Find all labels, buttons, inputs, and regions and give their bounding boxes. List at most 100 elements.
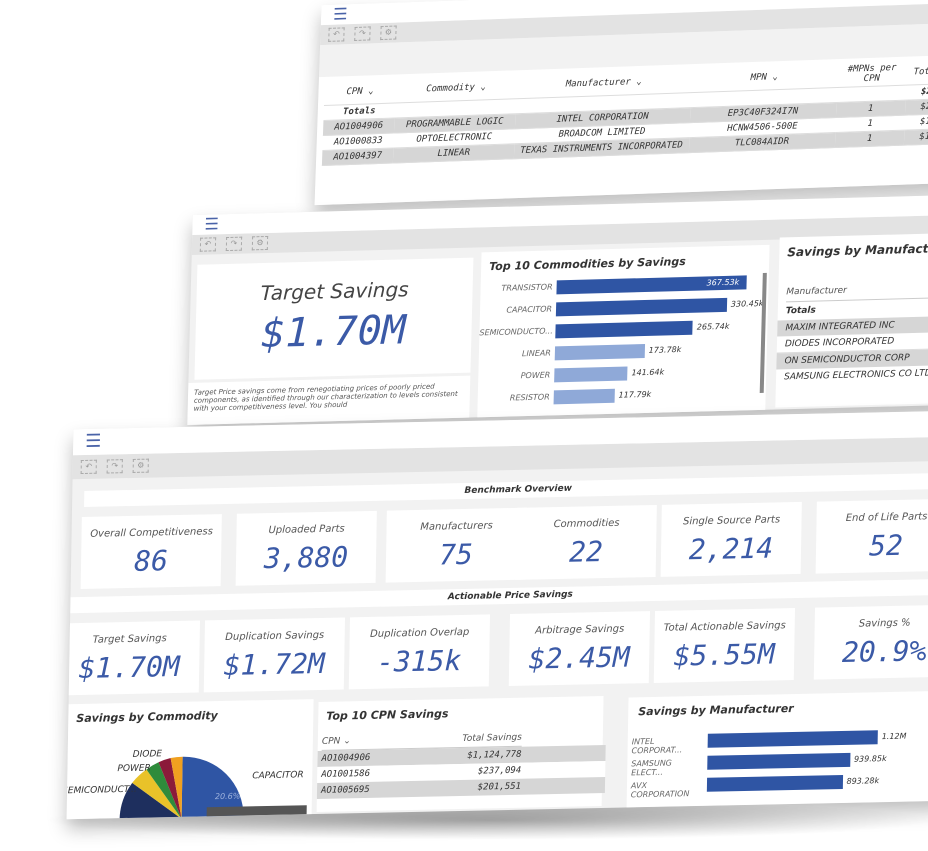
back-icon[interactable]: ↶	[199, 237, 217, 252]
kpi-label: Uploaded Parts	[268, 523, 345, 537]
kpi-value: 86	[133, 544, 169, 578]
forward-icon[interactable]: ↷	[106, 459, 123, 474]
kpi-card: Uploaded Parts 3,880	[235, 510, 377, 586]
chart-title: Top 10 Commodities by Savings	[489, 255, 686, 274]
forward-icon[interactable]: ↷	[354, 26, 371, 41]
bar-value: 367.53k	[706, 277, 740, 288]
savings-by-commodity-chart: Savings by Commodity DIODE POWER SEMICON…	[66, 699, 314, 820]
pie-slice[interactable]	[170, 756, 183, 819]
settings-icon[interactable]: ⚙	[251, 235, 269, 251]
panel-title: Savings by Manufacturer	[787, 240, 928, 260]
totals-label: Totals	[785, 305, 816, 317]
cpn-table-panel: CPN ⌄ Commodity ⌄ Manufacturer ⌄ MPN ⌄ #…	[314, 54, 928, 206]
benchmark-overview-screen: ☰ ↶ ↷ ⚙ Benchmark Overview Overall Compe…	[66, 410, 928, 820]
savings-label: Savings %	[858, 617, 911, 630]
col-total-savings[interactable]: Total Savings	[462, 732, 522, 744]
savings-value: $2.45M	[528, 640, 631, 676]
savings-by-manufacturer-chart: Savings by Manufacturer INTEL CORPORAT..…	[626, 690, 928, 808]
cell-total-savings: $1,124,778	[467, 749, 522, 761]
bar-label: RESISTOR	[509, 392, 550, 403]
commodity-bar[interactable]	[554, 366, 628, 383]
col-cpn[interactable]: CPN ⌄	[321, 736, 351, 747]
savings-value: $5.55M	[673, 637, 776, 673]
savings-value: -315k	[376, 644, 462, 679]
kpi-value: 75	[438, 537, 474, 572]
cell-total: $1,3	[904, 113, 928, 131]
savings-value: $1.72M	[223, 646, 326, 682]
savings-label: Total Actionable Savings	[663, 620, 786, 634]
cell-cpn: AO1005695	[320, 784, 370, 796]
pie-value-label: 20.6%	[215, 792, 241, 802]
commodity-bar[interactable]	[555, 297, 728, 317]
hamburger-icon[interactable]: ☰	[204, 214, 220, 234]
kpi-card: Overall Competitiveness 86	[80, 514, 222, 590]
bar-label: POWER	[520, 370, 551, 381]
savings-label: Arbitrage Savings	[535, 623, 625, 637]
chart-title: Savings by Manufacturer	[638, 702, 794, 719]
kpi-label: End of Life Parts	[845, 511, 928, 524]
pie-slice-capacitor[interactable]	[181, 756, 245, 819]
kpi-card: Manufacturers 75	[385, 507, 527, 583]
target-savings-description: Target Price savings come from renegotia…	[187, 375, 471, 425]
target-savings-label: Target Savings	[260, 277, 409, 306]
pie-label-power: POWER	[117, 763, 151, 774]
savings-card: Total Actionable Savings $5.55M	[653, 608, 796, 683]
savings-card: Duplication Overlap -315k	[348, 614, 491, 690]
bar-label: AVX CORPORATION	[630, 781, 690, 800]
pie-label-diode: DIODE	[133, 749, 163, 760]
col-cpn[interactable]: CPN ⌄	[323, 78, 396, 106]
kpi-value: 2,214	[688, 531, 774, 567]
commodity-bar[interactable]	[553, 388, 615, 405]
kpi-label: Overall Competitiveness	[90, 526, 213, 540]
cell-total: $2,4	[905, 98, 928, 116]
bar-label: TRANSISTOR	[501, 282, 553, 293]
bar-value: 939.85k	[853, 754, 887, 764]
bar-label: LINEAR	[521, 348, 552, 359]
pie-label-capacitor: CAPACITOR	[252, 770, 304, 781]
chart-scrollbar[interactable]	[759, 272, 767, 393]
target-savings-card: Target Savings $1.70M	[194, 257, 474, 380]
bar-value: 893.28k	[846, 776, 880, 786]
kpi-card: Single Source Parts 2,214	[660, 501, 802, 577]
manufacturer-bar[interactable]	[707, 730, 878, 748]
col-total[interactable]: Total S	[906, 58, 928, 86]
pie-slice[interactable]	[146, 762, 183, 819]
cpn-rows: AO1004906 $1,124,778 AO1001586 $237,094 AO10…	[316, 744, 606, 799]
savings-card: Target Savings $1.70M	[66, 620, 201, 696]
settings-icon[interactable]: ⚙	[380, 25, 397, 41]
panel-title: Top 10 CPN Savings	[326, 707, 449, 723]
cell-mpns: 1	[834, 130, 905, 148]
manufacturer-bar[interactable]	[707, 752, 851, 770]
forward-icon[interactable]: ↷	[225, 236, 243, 252]
savings-label: Duplication Overlap	[370, 626, 470, 640]
settings-icon[interactable]: ⚙	[132, 458, 149, 473]
col-mpns[interactable]: #MPNs per CPN	[836, 60, 907, 88]
back-icon[interactable]: ↶	[80, 459, 97, 475]
target-savings-screen: ☰ ↶ ↷ ⚙ Target Savings $1.70M Target Pri…	[187, 195, 928, 425]
commodity-bar[interactable]	[554, 344, 645, 361]
commodity-bar[interactable]	[555, 320, 694, 339]
pie-slice-power[interactable]	[132, 769, 183, 819]
savings-card: Savings % 20.9%	[813, 604, 928, 680]
cpn-table-screen: ☰ ↶ ↷ ⚙ CPN ⌄ Commodity ⌄ Manufacturer ⌄…	[314, 0, 928, 206]
kpi-label: Single Source Parts	[682, 514, 781, 528]
hamburger-icon[interactable]: ☰	[332, 4, 348, 24]
kpi-label: Commodities	[553, 517, 620, 531]
hamburger-icon[interactable]: ☰	[85, 430, 102, 452]
manufacturer-bar[interactable]	[706, 774, 843, 792]
savings-value: 20.9%	[841, 634, 927, 670]
pie-slice-diode[interactable]	[158, 758, 183, 819]
col-manufacturer[interactable]: Manufacturer	[786, 282, 928, 303]
bar-value: 173.78k	[648, 345, 682, 355]
cpn-table: CPN ⌄ Commodity ⌄ Manufacturer ⌄ MPN ⌄ #…	[321, 58, 928, 166]
cell-cpn: AO1001586	[321, 768, 371, 780]
savings-value: $1.70M	[78, 649, 181, 686]
pie-slice-semiconductor[interactable]	[119, 782, 183, 820]
pie-chart: DIODE POWER SEMICONDUCT... CAPACITOR 20.…	[67, 749, 304, 820]
savings-by-manufacturer-table: Savings by Manufacturer Manufacturer Tot…	[775, 232, 928, 408]
target-savings-value: $1.70M	[260, 307, 407, 358]
back-icon[interactable]: ↶	[328, 27, 345, 42]
kpi-label: Manufacturers	[420, 520, 493, 533]
bar-value: 141.64k	[631, 367, 665, 378]
savings-card: Arbitrage Savings $2.45M	[508, 611, 651, 686]
